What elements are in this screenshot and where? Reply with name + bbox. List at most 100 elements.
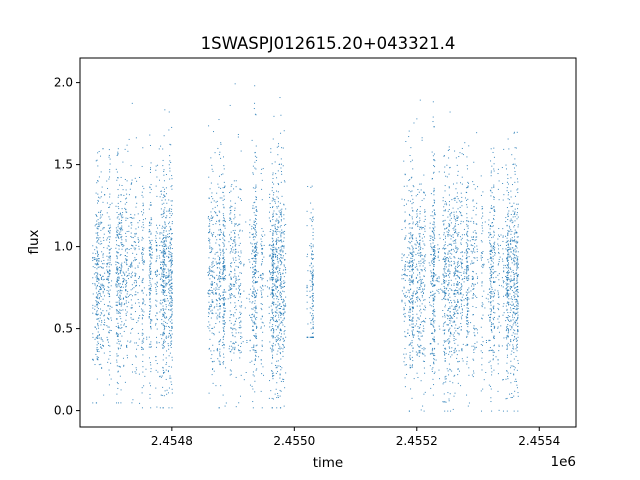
data-point [274,200,276,202]
data-point [102,328,104,330]
data-point [134,177,136,179]
data-point [94,249,96,251]
data-point [443,245,445,247]
data-point [118,365,120,367]
data-point [273,315,274,317]
data-point [255,210,257,212]
data-point [239,230,241,232]
data-point [411,320,413,322]
data-point [434,250,436,252]
data-point [162,289,164,291]
data-point [235,257,237,259]
data-point [155,387,157,389]
data-point [448,330,450,332]
data-point [116,281,118,283]
data-point [108,266,110,268]
data-point [240,336,242,337]
data-point [409,200,411,202]
data-point [98,282,100,284]
data-point [219,238,221,240]
data-point [218,315,220,317]
data-point [216,285,218,287]
data-point [447,216,449,218]
data-point [120,324,122,326]
data-point [444,235,446,237]
data-point [411,365,413,367]
data-point [160,193,162,195]
data-point [261,188,263,190]
data-point [97,240,99,242]
data-point [275,240,277,242]
data-point [108,293,110,295]
data-point [271,276,273,278]
data-point [447,260,449,262]
data-point [150,270,152,272]
data-point [119,303,121,305]
data-point [260,264,262,266]
data-point [163,241,165,243]
data-point [309,307,311,309]
data-point [505,316,507,318]
data-point [99,292,101,294]
data-point [162,367,164,369]
data-point [108,245,110,247]
data-point [278,314,280,316]
data-point [169,345,171,347]
data-point [130,232,132,234]
data-point [444,321,446,323]
data-point [116,355,118,357]
data-point [270,305,272,307]
data-point [437,280,439,282]
data-point [424,211,426,213]
data-point [312,316,314,318]
data-point [108,274,110,276]
data-point [164,207,166,209]
data-point [116,365,118,367]
data-point [412,234,414,236]
data-point [252,246,254,248]
data-point [269,244,271,246]
data-point [215,292,217,294]
data-point [155,231,157,233]
data-point [239,223,241,225]
data-point [219,278,221,279]
data-point [280,273,282,275]
data-point [96,350,98,352]
data-point [272,271,274,273]
data-point [160,267,162,269]
data-point [108,256,110,258]
data-point [275,280,277,282]
data-point [117,296,119,298]
data-point [422,233,424,235]
data-point [280,347,282,349]
data-point [437,248,439,250]
data-point [211,281,213,283]
data-point [233,259,235,261]
data-point [161,261,163,263]
data-point [443,224,445,226]
data-point [257,289,259,291]
data-point [230,238,232,240]
data-point [117,355,119,357]
data-point [117,370,119,372]
data-point [123,194,125,196]
data-point [255,145,257,147]
data-point [279,373,281,375]
data-point [150,346,152,348]
data-point [271,255,273,257]
data-point [119,315,121,317]
data-point [408,223,410,225]
data-point [423,288,425,290]
data-point [424,194,426,196]
data-point [222,317,224,319]
data-point [170,200,172,202]
data-point [447,149,449,151]
data-point [277,220,279,222]
data-point [238,237,240,239]
data-point [419,248,421,250]
data-point [433,228,435,230]
data-point [150,322,152,324]
data-point [274,311,276,313]
data-point [212,248,214,250]
data-point [231,283,233,285]
